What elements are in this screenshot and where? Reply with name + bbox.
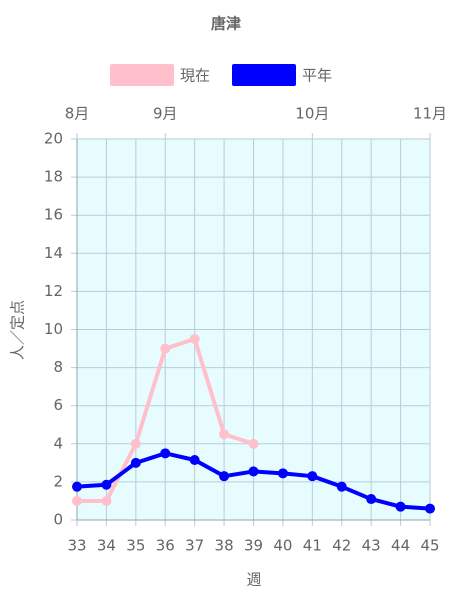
x-tick-label: 38 [215,537,234,555]
data-point [101,479,112,490]
x-tick-label: 44 [391,537,410,555]
data-point [72,495,82,506]
y-tick-label: 18 [44,168,63,186]
data-point [248,466,259,477]
x-tick-label: 45 [420,537,439,555]
data-point [189,454,200,465]
x-tick-label: 42 [332,537,351,555]
legend-swatch [110,64,174,86]
y-tick-label: 12 [44,282,63,300]
data-point [219,429,230,440]
x-axis-label: 週 [246,571,261,589]
legend-label: 現在 [180,67,210,85]
data-point [307,471,318,482]
y-tick-label: 6 [53,396,63,414]
data-point [72,481,82,492]
y-tick-label: 10 [44,320,63,338]
data-point [101,495,112,506]
data-point [395,501,406,512]
y-tick-label: 4 [53,434,63,452]
y-axis-label: 人／定点 [9,300,27,360]
x-tick-label: 34 [97,537,116,555]
data-point [160,343,171,354]
data-point [366,494,377,505]
top-tick-label: 8月 [65,105,90,123]
x-tick-label: 33 [67,537,86,555]
x-tick-label: 36 [156,537,175,555]
y-tick-label: 14 [44,244,63,262]
data-point [189,334,200,345]
data-point [130,457,141,468]
y-tick-label: 8 [53,358,63,376]
x-tick-label: 40 [273,537,292,555]
top-tick-label: 9月 [153,105,178,123]
y-tick-label: 20 [44,130,63,148]
y-tick-label: 0 [53,511,63,529]
data-point [336,481,347,492]
data-point [160,448,171,459]
data-point [219,471,230,482]
y-tick-label: 2 [53,472,63,490]
data-point [248,438,259,449]
data-point [425,503,435,514]
data-point [130,438,141,449]
x-tick-label: 35 [126,537,145,555]
top-tick-label: 11月 [413,105,447,123]
x-tick-label: 37 [185,537,204,555]
top-tick-label: 10月 [295,105,329,123]
chart-title: 唐津 [211,15,241,33]
y-tick-label: 16 [44,206,63,224]
legend-swatch [232,64,296,86]
data-point [277,468,288,479]
x-tick-label: 39 [244,537,263,555]
x-tick-label: 43 [362,537,381,555]
x-tick-label: 41 [303,537,322,555]
legend-label: 平年 [302,67,332,85]
